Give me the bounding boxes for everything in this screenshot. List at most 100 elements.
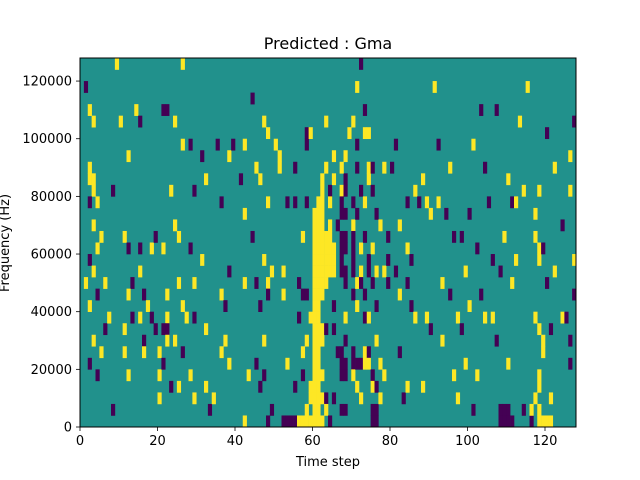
heatmap-cell (95, 288, 100, 301)
heatmap-cell (242, 207, 247, 220)
heatmap-cell (211, 392, 216, 405)
heatmap-cell (320, 230, 325, 243)
heatmap-cell (370, 380, 375, 393)
heatmap-cell (502, 415, 507, 428)
heatmap-cell (386, 254, 391, 266)
heatmap-cell (130, 277, 135, 289)
heatmap-cell (436, 196, 441, 209)
heatmap-cell (339, 357, 344, 370)
heatmap-cell (529, 415, 534, 428)
heatmap-cell (312, 369, 317, 382)
heatmap-cell (107, 311, 112, 324)
heatmap-cell (324, 265, 329, 278)
heatmap-cell (506, 173, 511, 186)
heatmap-cell (254, 277, 259, 289)
heatmap-cell (312, 242, 317, 255)
heatmap-cell (514, 196, 519, 209)
heatmap-cell (366, 254, 371, 266)
heatmap-cell (343, 184, 348, 197)
heatmap-cell (215, 138, 220, 151)
heatmap-cell (335, 219, 340, 232)
heatmap-cell (463, 265, 468, 278)
heatmap-cell (91, 184, 96, 197)
heatmap-cell (537, 380, 542, 393)
heatmap-cell (370, 184, 375, 197)
heatmap-cell (273, 138, 278, 151)
heatmap-cell (308, 127, 313, 140)
heatmap-cell (262, 115, 267, 128)
heatmap-cell (316, 357, 321, 370)
heatmap-cell (568, 150, 573, 163)
heatmap-cell (343, 173, 348, 186)
heatmap-cell (87, 161, 92, 174)
heatmap-cell (316, 277, 321, 289)
heatmap-cell (316, 254, 321, 266)
heatmap-cell (424, 311, 430, 324)
heatmap-cell (374, 403, 379, 416)
heatmap-cell (401, 392, 406, 405)
heatmap-cell (537, 403, 542, 416)
heatmap-cell (339, 403, 344, 416)
heatmap-cell (444, 207, 449, 220)
heatmap-cell (378, 357, 383, 370)
heatmap-cell (304, 196, 309, 209)
heatmap-cell (355, 380, 360, 393)
heatmap-cell (366, 311, 371, 324)
heatmap-cell (409, 254, 414, 266)
heatmap-cell (359, 242, 364, 255)
heatmap-cell (405, 196, 410, 209)
heatmap-cell (83, 277, 89, 289)
heatmap-cell (545, 277, 550, 289)
heatmap-cell (227, 150, 232, 163)
heatmap-cell (452, 230, 457, 243)
heatmap-cell (362, 196, 368, 209)
heatmap-cell (428, 323, 433, 336)
heatmap-cell (161, 357, 166, 370)
heatmap-cell (219, 346, 224, 359)
heatmap-cell (180, 346, 185, 359)
heatmap-cell (374, 265, 379, 278)
heatmap-cell (370, 369, 375, 382)
heatmap-cell (374, 380, 379, 393)
heatmap-cell (405, 242, 410, 255)
heatmap-cell (204, 380, 209, 393)
heatmap-cell (339, 196, 344, 209)
heatmap-cell (200, 254, 205, 266)
heatmap-cell (308, 415, 313, 428)
heatmap-cell (91, 219, 96, 232)
heatmap-cell (285, 415, 290, 428)
heatmap-cell (188, 242, 193, 255)
heatmap-cell (188, 138, 193, 151)
heatmap-cell (529, 403, 534, 416)
heatmap-cell (103, 277, 108, 289)
heatmap-cell (316, 311, 321, 324)
heatmap-cell (514, 254, 519, 266)
heatmap-cell (393, 265, 399, 278)
heatmap-cell (324, 277, 329, 289)
heatmap-cell (343, 150, 348, 163)
heatmap-cell (312, 380, 317, 393)
heatmap-cell (537, 254, 542, 266)
heatmap-cell (510, 277, 515, 289)
heatmap-cell (378, 219, 383, 232)
heatmap-cell (95, 369, 100, 382)
heatmap-cell (91, 265, 96, 278)
heatmap-cell (405, 380, 410, 393)
heatmap-cell (300, 346, 306, 359)
heatmap-cell (316, 265, 321, 278)
y-tick-label: 20000 (31, 363, 72, 378)
x-tick-label: 100 (455, 434, 480, 449)
heatmap-cell (366, 173, 371, 186)
heatmap-cell (180, 300, 185, 312)
heatmap-cell (316, 323, 321, 336)
heatmap-cell (118, 115, 123, 128)
heatmap-cell (498, 403, 503, 416)
heatmap-cell (386, 230, 391, 243)
heatmap-cell (192, 184, 197, 197)
heatmap-cell (374, 334, 379, 347)
heatmap-cell (362, 311, 368, 324)
heatmap-cell (331, 242, 337, 255)
heatmap-cell (308, 311, 313, 324)
heatmap-cell (479, 288, 484, 301)
plot-area (79, 57, 577, 428)
